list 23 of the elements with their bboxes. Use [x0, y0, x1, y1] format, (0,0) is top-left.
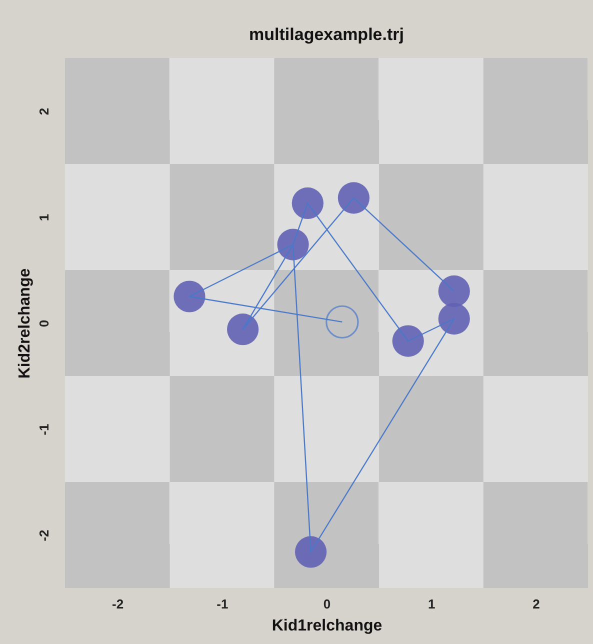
point — [227, 314, 259, 346]
point — [295, 536, 327, 568]
point — [438, 275, 470, 307]
point — [338, 182, 370, 214]
point — [438, 302, 470, 335]
x-tick-label: 2 — [532, 596, 540, 612]
x-tick-label: 0 — [323, 596, 331, 612]
point — [277, 228, 309, 260]
y-tick-label: 0 — [36, 320, 52, 328]
point — [174, 280, 206, 312]
point — [292, 187, 324, 219]
point — [392, 325, 424, 357]
point — [326, 305, 359, 339]
x-tick-label: -1 — [216, 596, 228, 612]
y-tick-label: -1 — [36, 424, 52, 436]
x-tick-label: 1 — [428, 596, 436, 612]
y-tick-label: 2 — [36, 108, 52, 116]
y-axis-title: Kid2relchange — [16, 268, 34, 379]
x-tick-label: -2 — [112, 596, 124, 612]
y-tick-label: 1 — [36, 214, 52, 222]
chart-title: multilagexample.trj — [249, 25, 404, 44]
x-axis-title: Kid1relchange — [272, 618, 382, 634]
y-tick-label: -2 — [36, 530, 52, 542]
